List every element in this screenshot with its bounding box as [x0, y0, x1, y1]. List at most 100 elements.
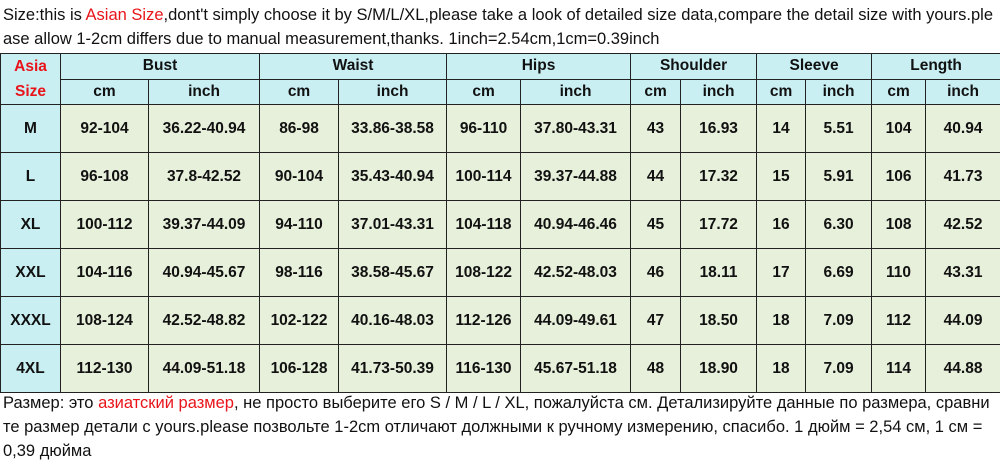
measure-cell: 7.09	[805, 344, 873, 393]
measure-cell: 17.32	[680, 152, 758, 201]
measure-cell: 6.30	[805, 200, 873, 249]
measure-cell: 108-124	[60, 296, 149, 345]
measure-cell: 106	[871, 152, 927, 201]
group-header: Length	[871, 53, 1000, 80]
measure-cell: 104	[871, 104, 927, 153]
size-row: 4XL 112-130 44.09-51.18 106-128 41.73-50.39 1…	[0, 344, 1000, 393]
measure-cell: 18.90	[680, 344, 758, 393]
measure-cell: 42.52-48.82	[147, 296, 261, 345]
measure-cell: 33.86-38.58	[338, 104, 448, 153]
measure-cell: 18.11	[680, 248, 758, 297]
note-text: ,dont't simply choose it by S/M/L/XL,ple…	[3, 6, 994, 48]
measure-cell: 16.93	[680, 104, 758, 153]
measure-cell: 94-110	[259, 200, 340, 249]
size-cell: XXXL	[0, 296, 61, 345]
group-header: Waist	[259, 53, 448, 80]
measure-cell: 18	[756, 344, 807, 393]
measure-cell: 46	[630, 248, 682, 297]
unit-header: cm	[60, 78, 149, 105]
size-row: XXXL 108-124 42.52-48.82 102-122 40.16-48.03…	[0, 296, 1000, 345]
size-table: Asia Size Bust Waist Hips Shoulder Sleeve Lengt…	[0, 53, 1000, 393]
size-cell: L	[0, 152, 61, 201]
measure-cell: 100-114	[446, 152, 522, 201]
size-row: XL 100-112 39.37-44.09 94-110 37.01-43.31 104…	[0, 200, 1000, 249]
unit-row: cm inch cm inch cm inch cm inch cm inch cm inch	[1, 78, 1000, 105]
measure-cell: 45.67-51.18	[520, 344, 632, 393]
measure-cell: 44.09	[925, 296, 1000, 345]
measure-cell: 17	[756, 248, 807, 297]
unit-header: inch	[925, 78, 1000, 105]
group-header: Bust	[59, 53, 261, 80]
unit-header: cm	[756, 78, 807, 105]
note-highlight: азиатский размер	[98, 394, 234, 412]
measure-cell: 41.73	[925, 152, 1000, 201]
unit-header: cm	[630, 78, 682, 105]
measure-cell: 16	[756, 200, 807, 249]
unit-header: inch	[338, 78, 448, 105]
size-row: XXL 104-116 40.94-45.67 98-116 38.58-45.67 10…	[0, 248, 1000, 297]
measure-cell: 43.31	[925, 248, 1000, 297]
measure-cell: 7.09	[805, 296, 873, 345]
measure-cell: 40.16-48.03	[338, 296, 448, 345]
measure-cell: 15	[756, 152, 807, 201]
header-row: Asia Size Bust Waist Hips Shoulder Sleeve Lengt…	[0, 53, 1000, 105]
measure-cell: 44.88	[925, 344, 1000, 393]
unit-header: cm	[446, 78, 522, 105]
measure-cell: 37.01-43.31	[338, 200, 448, 249]
unit-header: inch	[680, 78, 758, 105]
measure-cell: 37.80-43.31	[520, 104, 632, 153]
unit-header: inch	[805, 78, 873, 105]
measure-cell: 112-126	[446, 296, 522, 345]
measure-cell: 5.91	[805, 152, 873, 201]
note-text: Размер: это	[3, 394, 99, 412]
top-note: Size:this is Asian Size,dont't simply ch…	[0, 3, 1000, 53]
measure-cell: 18.50	[680, 296, 758, 345]
measure-cell: 38.58-45.67	[338, 248, 448, 297]
size-row: M 92-104 36.22-40.94 86-98 33.86-38.58 96-110…	[0, 104, 1000, 153]
measure-cell: 18	[756, 296, 807, 345]
measure-cell: 90-104	[259, 152, 340, 201]
measure-cell: 40.94-45.67	[147, 248, 261, 297]
measure-cell: 48	[630, 344, 682, 393]
measure-cell: 112	[871, 296, 927, 345]
size-row: L 96-108 37.8-42.52 90-104 35.43-40.94 100-11…	[0, 152, 1000, 201]
measure-cell: 47	[630, 296, 682, 345]
measure-cell: 37.8-42.52	[147, 152, 261, 201]
measure-cell: 17.72	[680, 200, 758, 249]
measure-cell: 100-112	[60, 200, 149, 249]
corner-label: Asia	[14, 58, 47, 75]
unit-header: cm	[871, 78, 927, 105]
unit-header: cm	[259, 78, 340, 105]
note-text: Size:this is	[3, 6, 86, 24]
measure-cell: 6.69	[805, 248, 873, 297]
measure-cell: 98-116	[259, 248, 340, 297]
size-cell: 4XL	[0, 344, 61, 393]
measure-cell: 43	[630, 104, 682, 153]
corner-cell: Asia Size	[0, 53, 61, 105]
measure-cell: 39.37-44.09	[147, 200, 261, 249]
measure-cell: 14	[756, 104, 807, 153]
size-cell: XXL	[0, 248, 61, 297]
measure-cell: 108	[871, 200, 927, 249]
measure-cell: 106-128	[259, 344, 340, 393]
measure-cell: 96-110	[446, 104, 522, 153]
unit-header: inch	[147, 78, 261, 105]
measure-cell: 44.09-51.18	[147, 344, 261, 393]
measure-cell: 112-130	[60, 344, 149, 393]
measure-cell: 5.51	[805, 104, 873, 153]
group-header: Hips	[446, 53, 632, 80]
corner-label: Size	[14, 83, 46, 100]
measure-cell: 35.43-40.94	[338, 152, 448, 201]
measure-cell: 104-118	[446, 200, 522, 249]
measure-cell: 108-122	[446, 248, 522, 297]
measure-cell: 42.52-48.03	[520, 248, 632, 297]
measure-cell: 41.73-50.39	[338, 344, 448, 393]
bottom-note: Размер: это азиатский размер, не просто …	[0, 391, 1000, 467]
measure-cell: 104-116	[60, 248, 149, 297]
measure-cell: 116-130	[446, 344, 522, 393]
measure-cell: 86-98	[259, 104, 340, 153]
measure-cell: 92-104	[60, 104, 149, 153]
measure-cell: 40.94-46.46	[520, 200, 632, 249]
measure-cell: 36.22-40.94	[147, 104, 261, 153]
